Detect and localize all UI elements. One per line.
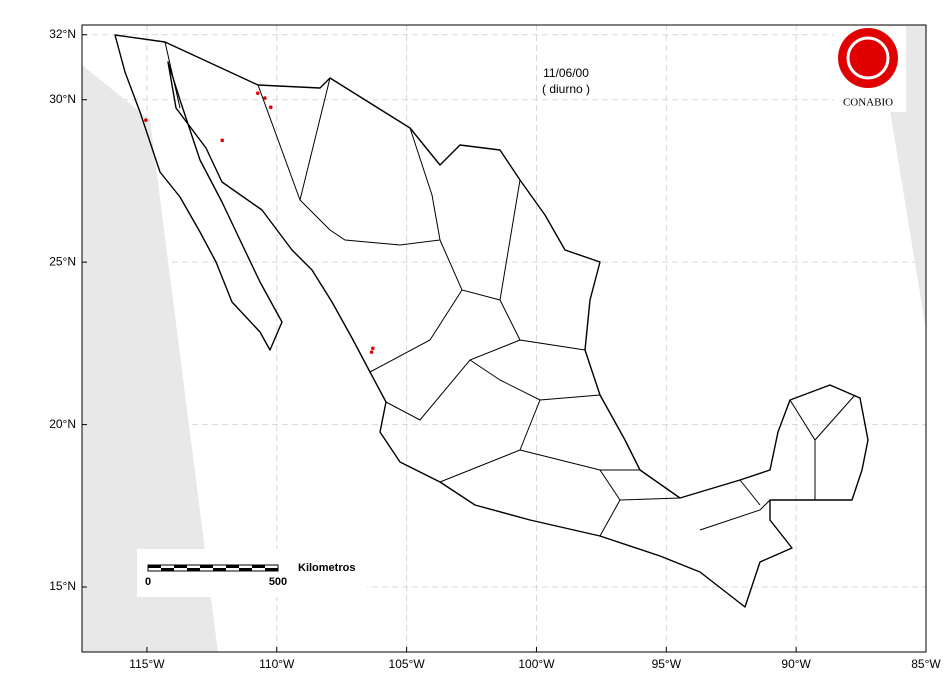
hotspot xyxy=(369,350,374,354)
scale-box xyxy=(137,549,367,597)
map-frame xyxy=(81,24,927,653)
map-subtitle: ( diurno ) xyxy=(542,82,590,96)
scale-bar: Kilometros 0 500 xyxy=(137,549,367,597)
hotspot xyxy=(144,118,148,122)
logo-emblem-ring xyxy=(846,36,890,80)
hotspot xyxy=(268,105,273,109)
x-tick-label: 110°W xyxy=(259,657,295,671)
state-lines xyxy=(164,41,856,537)
logo: CONABIO xyxy=(834,26,906,112)
y-tick-label: 15°N xyxy=(49,579,76,593)
x-tick-label: 105°W xyxy=(389,657,426,671)
hotspot xyxy=(220,138,225,143)
scale-tick: 500 xyxy=(269,576,287,588)
hotspot xyxy=(256,91,260,96)
scale-label: Kilometros xyxy=(298,562,355,574)
country-outline xyxy=(114,34,869,608)
y-tick-label: 25°N xyxy=(49,254,76,268)
x-tick-label: 100°W xyxy=(518,657,555,671)
no-coverage-left xyxy=(82,65,218,652)
hotspot xyxy=(263,96,267,100)
x-tick-label: 115°W xyxy=(129,657,165,671)
scale-tick: 0 xyxy=(145,576,151,588)
hotspot xyxy=(371,346,375,351)
x-tick-label: 90°W xyxy=(781,657,811,671)
logo-text: CONABIO xyxy=(843,97,893,109)
x-tick-label: 95°W xyxy=(652,657,682,671)
map-date: 11/06/00 xyxy=(543,66,589,80)
y-tick-label: 30°N xyxy=(49,92,76,106)
scale-bar-pattern xyxy=(148,565,278,571)
y-tick-label: 32°N xyxy=(49,27,76,41)
y-tick-label: 20°N xyxy=(49,417,76,431)
x-tick-label: 85°W xyxy=(911,657,941,671)
